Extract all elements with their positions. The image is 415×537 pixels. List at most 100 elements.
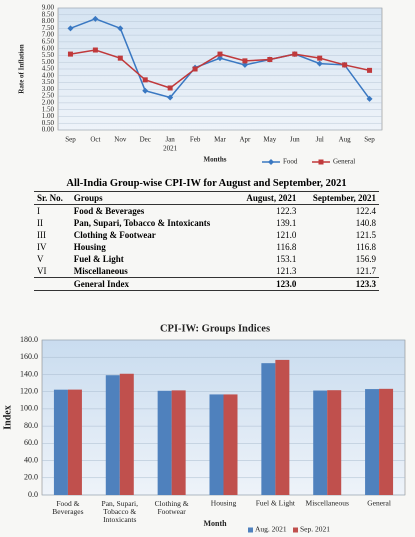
table-cell: 121.3 — [276, 266, 297, 276]
y-tick-label: 5.00 — [42, 58, 55, 66]
legend-label: General — [333, 158, 355, 166]
table-cell: Miscellaneous — [73, 266, 128, 276]
table-cell: II — [37, 218, 43, 228]
y-tick-label: 180.0 — [20, 335, 38, 344]
y-tick-label: 20.0 — [24, 473, 38, 482]
y-tick-label: 40.0 — [24, 455, 38, 464]
marker — [367, 67, 373, 73]
x-tick-label: General — [367, 499, 391, 508]
x-tick-label: Miscellaneous — [306, 499, 349, 508]
bar — [105, 375, 120, 495]
table-row: V Fuel & Light 153.1 156.9 — [34, 253, 379, 265]
table-cell: V — [37, 254, 44, 264]
table-cell: Food & Beverages — [73, 206, 145, 216]
table-row: III Clothing & Footwear 121.0 121.5 — [34, 229, 379, 241]
line-chart: 0.000.501.001.502.002.503.003.504.004.50… — [18, 4, 383, 166]
x-axis-label: Months — [204, 156, 227, 164]
legend-swatch — [293, 527, 298, 533]
table-cell: 123.3 — [299, 277, 379, 291]
y-tick-label: 3.00 — [42, 85, 55, 93]
bar — [379, 388, 394, 495]
x-tick-label: Oct — [90, 136, 100, 144]
table-cell: III — [37, 230, 46, 240]
marker — [142, 77, 148, 83]
y-tick-label: 4.50 — [42, 65, 55, 73]
marker — [117, 25, 124, 32]
y-tick-label: 0.0 — [28, 490, 38, 499]
y-tick-label: 2.00 — [42, 98, 55, 106]
marker — [217, 55, 223, 62]
legend-label: Food — [283, 158, 298, 166]
marker — [117, 55, 123, 61]
table-cell: 121.0 — [276, 230, 297, 240]
marker — [192, 66, 198, 72]
x-tick-label: Jun — [290, 136, 300, 144]
table-cell: Clothing & Footwear — [73, 230, 156, 240]
y-tick-label: 8.50 — [42, 10, 55, 18]
marker — [142, 87, 149, 94]
x-tick-label: Mar — [214, 136, 226, 144]
y-tick-label: 7.50 — [42, 24, 55, 32]
y-tick-label: 2.50 — [42, 92, 55, 100]
table-cell: 123.0 — [234, 277, 300, 291]
marker — [67, 25, 74, 32]
y-tick-label: 9.00 — [42, 4, 55, 12]
table: All-India Group-wise CPI-IW for August a… — [34, 178, 379, 291]
table-cell: VI — [37, 266, 47, 276]
x-tick-label: Jan — [165, 136, 175, 144]
bar — [313, 390, 328, 495]
x-tick-label: Housing — [211, 499, 237, 508]
legend-label: Aug. 2021 — [255, 525, 287, 534]
y-tick-label: 7.00 — [42, 31, 55, 39]
x-tick-label: Feb — [190, 136, 201, 144]
marker — [242, 58, 248, 64]
bar — [53, 389, 68, 495]
marker — [67, 51, 73, 57]
table-cell: Housing — [73, 242, 106, 252]
y-tick-label: 80.0 — [24, 421, 38, 430]
y-tick-label: 4.00 — [42, 71, 55, 79]
marker — [292, 51, 298, 57]
table-cell: 153.1 — [276, 254, 297, 264]
bar — [261, 363, 276, 495]
bar — [209, 394, 224, 495]
header-cell: September, 2021 — [299, 191, 379, 205]
x-tick-label: Sep — [364, 136, 375, 144]
y-tick-label: 100.0 — [20, 404, 38, 413]
marker — [316, 60, 323, 67]
y-tick-label: 60.0 — [24, 438, 38, 447]
table-row: General Index 123.0 123.3 — [34, 277, 379, 291]
bar — [327, 390, 342, 495]
table-title: All-India Group-wise CPI-IW for August a… — [66, 178, 347, 189]
y-tick-label: 160.0 — [20, 352, 38, 361]
table-cell: 116.8 — [356, 242, 376, 252]
table-row: I Food & Beverages 122.3 122.4 — [34, 205, 379, 218]
table-row: IV Housing 116.8 116.8 — [34, 241, 379, 253]
marker — [217, 51, 223, 57]
chart-title: CPI-IW: Groups Indices — [160, 323, 270, 334]
bar — [223, 394, 238, 495]
table-cell — [34, 277, 71, 291]
table-cell: 139.1 — [276, 218, 297, 228]
table-cell: IV — [37, 242, 47, 252]
y-tick-label: 5.50 — [42, 51, 55, 59]
y-tick-label: 1.00 — [42, 112, 55, 120]
header-cell: Sr. No. — [34, 191, 71, 205]
legend-swatch — [248, 527, 253, 533]
legend-marker — [318, 159, 324, 165]
y-tick-label: 0.50 — [42, 119, 55, 127]
x-tick-label: Sep — [65, 136, 76, 144]
y-tick-label: 6.50 — [42, 37, 55, 45]
marker — [366, 95, 373, 102]
table-cell: Pan, Supari, Tobacco & Intoxicants — [73, 218, 211, 228]
marker — [92, 47, 98, 53]
data-table: Sr. No. Groups August, 2021 September, 2021… — [34, 191, 379, 291]
marker — [317, 55, 323, 61]
table-cell: 121.5 — [355, 230, 376, 240]
bar — [275, 359, 290, 495]
x-tick-label: Fuel & Light — [256, 499, 296, 508]
bar — [67, 389, 82, 495]
y-tick-label: 120.0 — [20, 386, 38, 395]
marker — [241, 61, 248, 68]
